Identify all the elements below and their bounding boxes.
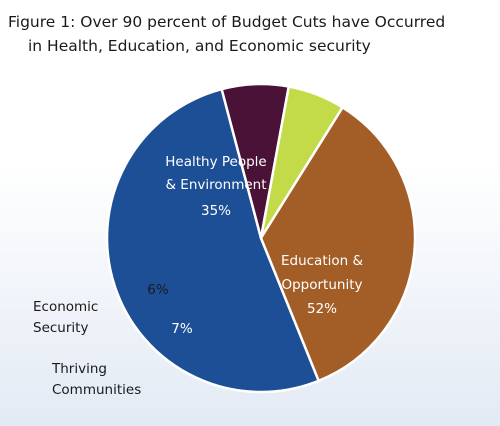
pie-slices (105, 82, 417, 394)
slice-label-thriving-communities-line-2: Communities (52, 382, 141, 398)
slice-label-education-opportunity-line-1: Education & (281, 253, 364, 269)
slice-label-economic-security-line-2: Security (33, 320, 88, 336)
slice-label-healthy-people-environment-line-1: Healthy People (165, 154, 266, 170)
slice-value-economic-security: 6% (147, 282, 169, 298)
slice-label-education-opportunity-line-2: Opportunity (281, 277, 362, 293)
pie-slice-education-opportunity (105, 87, 320, 394)
slice-label-economic-security-line-1: Economic (33, 299, 98, 315)
slice-label-healthy-people-environment-line-2: & Environment (165, 177, 266, 193)
pie-slice-healthy-people-environment (259, 106, 417, 383)
slice-label-thriving-communities-line-1: Thriving (51, 361, 107, 377)
chart-title-line-2: in Health, Education, and Economic secur… (28, 37, 371, 55)
chart-title-line-1: Figure 1: Over 90 percent of Budget Cuts… (8, 13, 445, 31)
slice-value-thriving-communities: 7% (171, 321, 193, 337)
slice-value-healthy-people-environment: 35% (201, 203, 231, 219)
pie-labels: Education & Opportunity 52% Thriving Communi… (33, 154, 363, 398)
slice-value-education-opportunity: 52% (307, 301, 337, 317)
